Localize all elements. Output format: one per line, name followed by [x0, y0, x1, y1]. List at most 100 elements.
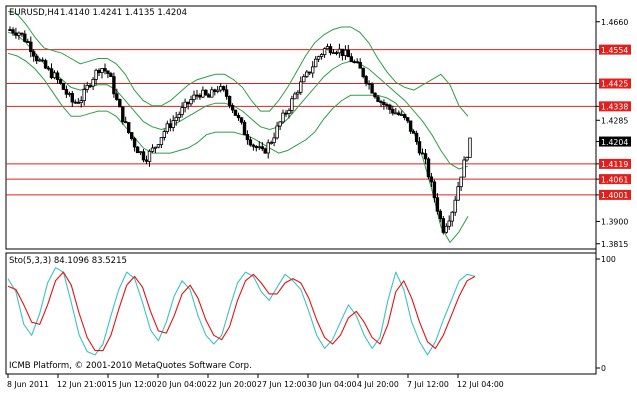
candle-body [337, 48, 342, 54]
candle-body [269, 142, 273, 145]
candle-body [162, 131, 166, 138]
candles [8, 26, 472, 235]
price-tick-label: 1.4001 [601, 191, 628, 200]
candle-body [17, 32, 21, 36]
candle-body [361, 67, 365, 77]
candle-body [73, 101, 77, 104]
candle-body [82, 89, 86, 102]
price-panel-frame [5, 5, 597, 250]
stochastic-tick-label: 0 [601, 364, 606, 373]
level-label-box [599, 78, 631, 89]
candle-body [138, 151, 143, 154]
candle-body [106, 70, 110, 74]
price-panel[interactable]: EURUSD,H4 1.4140 1.4241 1.4135 1.4204 [5, 5, 597, 250]
candle-body [29, 41, 33, 53]
candle-body [420, 152, 425, 155]
candle-body [85, 85, 89, 90]
time-tick-label: 22 Jun 20:00 [207, 380, 257, 389]
candle-body [334, 52, 339, 54]
candle-body [121, 106, 125, 123]
candle-body [429, 176, 434, 183]
candle-body [379, 101, 383, 103]
candle-body [135, 146, 140, 154]
stochastic-line [7, 271, 476, 352]
candle-body [272, 137, 276, 143]
time-tick-label: 30 Jun 04:00 [307, 380, 357, 389]
stochastic-panel[interactable]: 100 0 Sto(5,3,3) 84.1096 83.5215 ICMB Pla… [5, 252, 616, 375]
price-ticks: 1.4660 1.4554 1.4425 1.4338 1.4285 1.4204 1.41… [596, 18, 631, 249]
price-tick-label: 1.4554 [601, 46, 628, 55]
candle-body [186, 101, 190, 105]
stochastic-ticks: 100 0 [596, 255, 616, 373]
candle-body [239, 117, 244, 123]
candle-body [307, 71, 312, 74]
candle-body [423, 153, 428, 160]
candle-body [299, 81, 303, 93]
price-axis[interactable]: 1.4660 1.4554 1.4425 1.4338 1.4285 1.4204 1.41… [595, 6, 631, 374]
price-tick-label: 1.4285 [601, 116, 628, 125]
candle-body [207, 94, 211, 98]
candle-body [23, 33, 27, 42]
candle-body [287, 110, 291, 115]
candle-body [132, 138, 137, 148]
candle-body [227, 96, 232, 106]
candle-body [305, 71, 309, 77]
candle-body [373, 92, 377, 98]
candle-body [399, 114, 404, 116]
ohlc-readout: 1.4140 1.4241 1.4135 1.4204 [60, 8, 187, 18]
candle-body [118, 99, 122, 108]
candle-body [408, 120, 413, 132]
candle-body [165, 123, 169, 132]
candle-body [251, 144, 256, 147]
candle-body [180, 107, 184, 115]
candle-body [459, 176, 463, 188]
candle-body [52, 72, 57, 79]
candle-body [293, 93, 297, 100]
candle-body [11, 29, 15, 34]
candle-body [198, 94, 202, 98]
candle-body [35, 55, 39, 62]
price-tick-label: 1.4204 [601, 138, 628, 147]
price-tick-label: 1.3900 [601, 218, 628, 227]
candle-body [325, 46, 330, 50]
candle-body [70, 93, 74, 103]
candle-body [204, 89, 208, 96]
candle-body [20, 32, 24, 35]
candle-body [367, 83, 371, 85]
candle-body [331, 52, 336, 54]
candle-body [414, 132, 419, 143]
stochastic-label: Sto(5,3,3) 84.1096 83.5215 [9, 256, 127, 266]
time-tick-label: 7 Jul 12:00 [407, 380, 449, 389]
candle-body [144, 159, 149, 162]
price-tick-label: 1.4425 [601, 80, 628, 89]
level-label-box [599, 101, 631, 112]
candle-body [310, 66, 315, 74]
candle-body [450, 211, 454, 222]
candle-body [91, 79, 95, 87]
price-tick-label: 1.3815 [601, 240, 628, 249]
stochastic-lines [7, 267, 476, 356]
candle-body [296, 91, 300, 95]
candle-body [438, 210, 442, 219]
level-label-box [599, 174, 631, 185]
candle-body [210, 89, 214, 98]
candle-body [55, 72, 60, 80]
candle-body [221, 86, 226, 91]
time-ticks: 8 Jun 2011 12 Jun 21:00 15 Jun 12:00 20 Jun… [7, 374, 504, 389]
level-label-box [599, 189, 631, 200]
candle-body [147, 150, 152, 162]
price-tick-label: 1.4119 [601, 160, 628, 169]
candle-body [343, 49, 348, 57]
time-axis[interactable]: 8 Jun 2011 12 Jun 21:00 15 Jun 12:00 20 Jun… [6, 373, 596, 389]
candle-body [112, 76, 116, 95]
candle-body [349, 56, 353, 63]
candle-body [385, 104, 389, 106]
candle-body [405, 117, 410, 122]
candle-body [168, 123, 172, 129]
candle-body [67, 93, 72, 95]
candle-body [49, 68, 54, 79]
bollinger-line [7, 10, 469, 117]
candle-body [426, 158, 431, 178]
time-tick-label: 27 Jun 12:00 [257, 380, 307, 389]
